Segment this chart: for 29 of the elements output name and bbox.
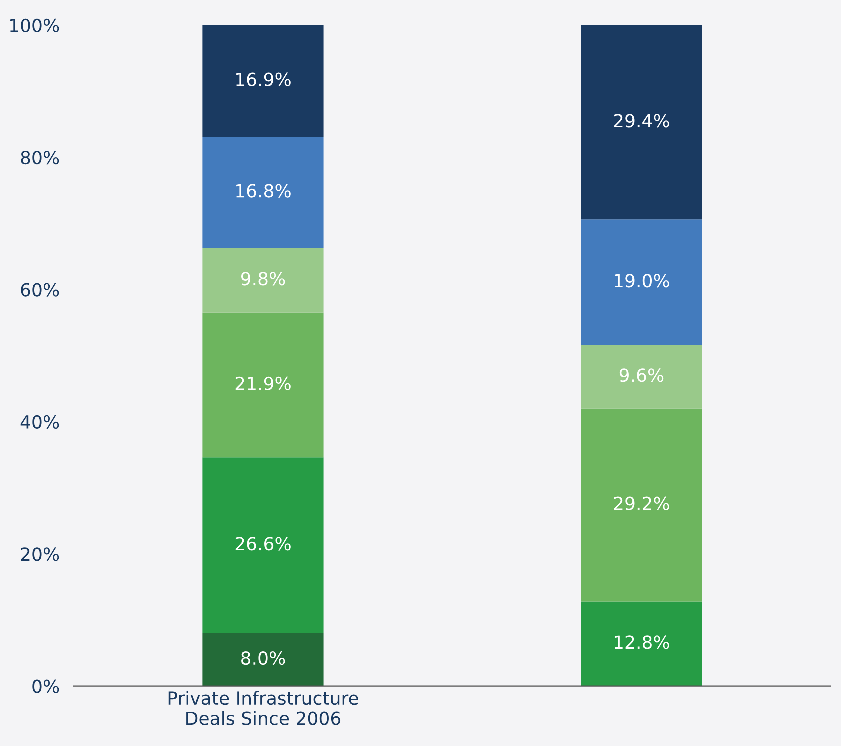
bar — [581, 602, 702, 686]
data-label: 26.6% — [236, 537, 291, 551]
data-label: 19.0% — [614, 274, 670, 288]
bar — [581, 25, 702, 220]
bar — [202, 458, 324, 634]
data-label: 8.0% — [242, 651, 286, 666]
bar — [202, 633, 324, 686]
bar — [581, 220, 702, 346]
data-label: 9.6% — [620, 368, 664, 382]
bar — [202, 25, 324, 138]
bar — [202, 248, 324, 313]
data-label: 29.4% — [614, 114, 670, 128]
y-tick-label: 80% — [21, 151, 60, 165]
data-label: 9.8% — [241, 272, 286, 286]
data-label: 16.8% — [236, 184, 291, 198]
bar — [202, 312, 324, 458]
y-tick-label: 60% — [21, 283, 60, 297]
y-tick-label: 20% — [21, 548, 60, 562]
x-tick-label: Private Infrastructure Deals Since 2006 — [168, 691, 358, 726]
data-label: 12.8% — [614, 636, 670, 650]
data-label: 16.9% — [236, 72, 291, 86]
y-tick-label: 40% — [20, 415, 60, 430]
data-label: 29.2% — [614, 496, 670, 510]
bar — [202, 137, 324, 248]
data-label: 21.9% — [236, 376, 291, 390]
bar — [581, 345, 702, 409]
bar — [581, 408, 702, 602]
y-tick-label: 0% — [32, 680, 60, 694]
y-tick-label: 100% — [10, 18, 60, 32]
